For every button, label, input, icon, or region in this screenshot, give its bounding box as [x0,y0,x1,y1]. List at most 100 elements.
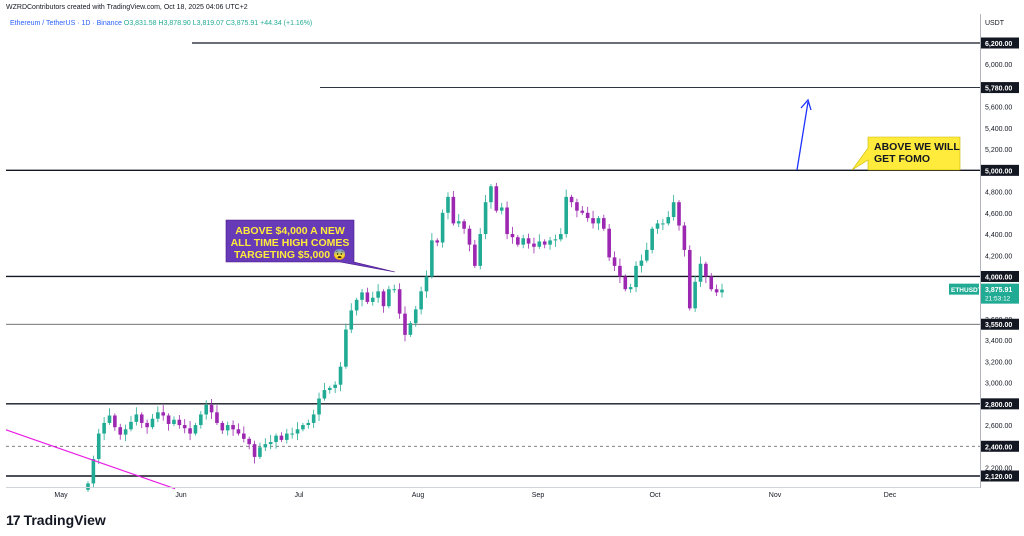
candle-body [499,207,504,211]
candle-body [322,390,327,399]
level-badge [981,164,1019,176]
candle-body [263,444,268,448]
candles [86,182,724,492]
candle-body [113,415,117,428]
candle-body [274,435,278,443]
candle-body [644,249,649,261]
candle-body [381,291,386,307]
candle-body [306,422,311,426]
candle-body [430,240,434,277]
candle-body [419,291,423,310]
x-tick-label: Jun [175,492,186,499]
candle-body [215,412,219,423]
candle-body [467,228,472,245]
level-badge [981,440,1019,452]
level-badge-label: 5,780.00 [985,86,1012,93]
tradingview-logo-text: TradingView [23,512,106,528]
candle-body [225,425,230,431]
candle-body [268,442,273,445]
candle-body [451,196,456,224]
callout-fomo-text: ABOVE WE WILL GET FOMO [874,141,960,165]
candle-body [118,427,123,435]
candle-body [123,429,128,435]
candle-body [403,313,407,335]
candle-body [86,483,90,490]
candle-body [505,207,509,235]
x-tick-label: Sep [532,492,545,499]
candle-body [666,217,671,224]
candle-body [301,425,305,430]
legend-change: +44.34 (+1.16%) [260,20,313,27]
level-badge [981,470,1019,482]
x-tick-label: May [54,492,68,499]
chart-credit: WZRDContributors created with TradingVie… [6,4,248,11]
candle-body [295,429,300,434]
level-badge-label: 2,800.00 [985,402,1012,409]
candle-body [553,239,558,241]
callout-ath: ABOVE $4,000 A NEW ALL TIME HIGH COMES TAR… [225,219,396,273]
level-badge-label: 4,000.00 [985,274,1012,281]
candle-body [580,210,585,213]
level-badge-label: 2,120.00 [985,474,1012,481]
level-badge [981,82,1019,94]
price-axis-border [980,14,981,488]
candle-body [591,218,595,224]
price-badge [981,283,1019,304]
tradingview-logo-icon: 17 [6,512,21,528]
candle-body [709,276,714,290]
candle-body [317,398,321,415]
tradingview-logo[interactable]: 17 TradingView [6,512,106,528]
candle-body [618,265,622,277]
candle-body [413,309,418,324]
candle-body [671,202,676,218]
candle-body [333,384,337,388]
y-tick-label: 6,000.00 [985,62,1012,69]
candle-body [494,186,499,211]
legend-symbol[interactable]: Ethereum / TetherUS · 1D · Binance [10,20,122,27]
candle-body [677,202,681,226]
horizontal-levels [6,42,980,477]
candle-body [354,299,359,311]
candle-body [258,447,262,457]
candle-body [193,425,198,434]
candle-body [548,240,552,245]
candle-body [360,292,364,300]
candle-body [338,366,343,385]
candle-body [177,419,182,426]
candle-body [387,289,391,307]
candle-body [682,225,687,250]
x-tick-label: Aug [412,492,425,499]
time-axis-border [6,487,980,488]
candle-body [102,422,106,434]
level-badge-label: 3,550.00 [985,322,1012,329]
candle-body [661,223,665,225]
candle-body [327,387,332,391]
candle-body [569,196,574,203]
y-tick-label: 2,600.00 [985,423,1012,430]
candle-body [714,289,719,293]
candle-body [607,228,611,258]
candle-body [284,433,289,440]
candle-body [129,421,133,430]
candle-body [161,412,166,416]
candle-body [252,444,257,457]
candle-body [424,276,429,292]
time-axis: May Jun Jul Aug Sep Oct Nov Dec [54,492,896,499]
candle-body [526,238,531,244]
candle-body [601,218,606,229]
x-tick-label: Oct [650,492,661,499]
price-axis: 2,200.00 2,600.00 3,000.00 3,200.00 3,400.00… [949,37,1019,482]
y-tick-label: 3,400.00 [985,338,1012,345]
candle-body [247,438,251,445]
candle-body [628,287,633,290]
candle-body [704,263,708,277]
price-axis-unit: USDT [984,20,1004,27]
candle-body [435,240,440,243]
candle-body [150,418,155,428]
callout-fomo-box [851,136,961,171]
callout-ath-box [225,219,396,273]
y-tick-label: 2,200.00 [985,466,1012,473]
candle-body [91,459,96,484]
